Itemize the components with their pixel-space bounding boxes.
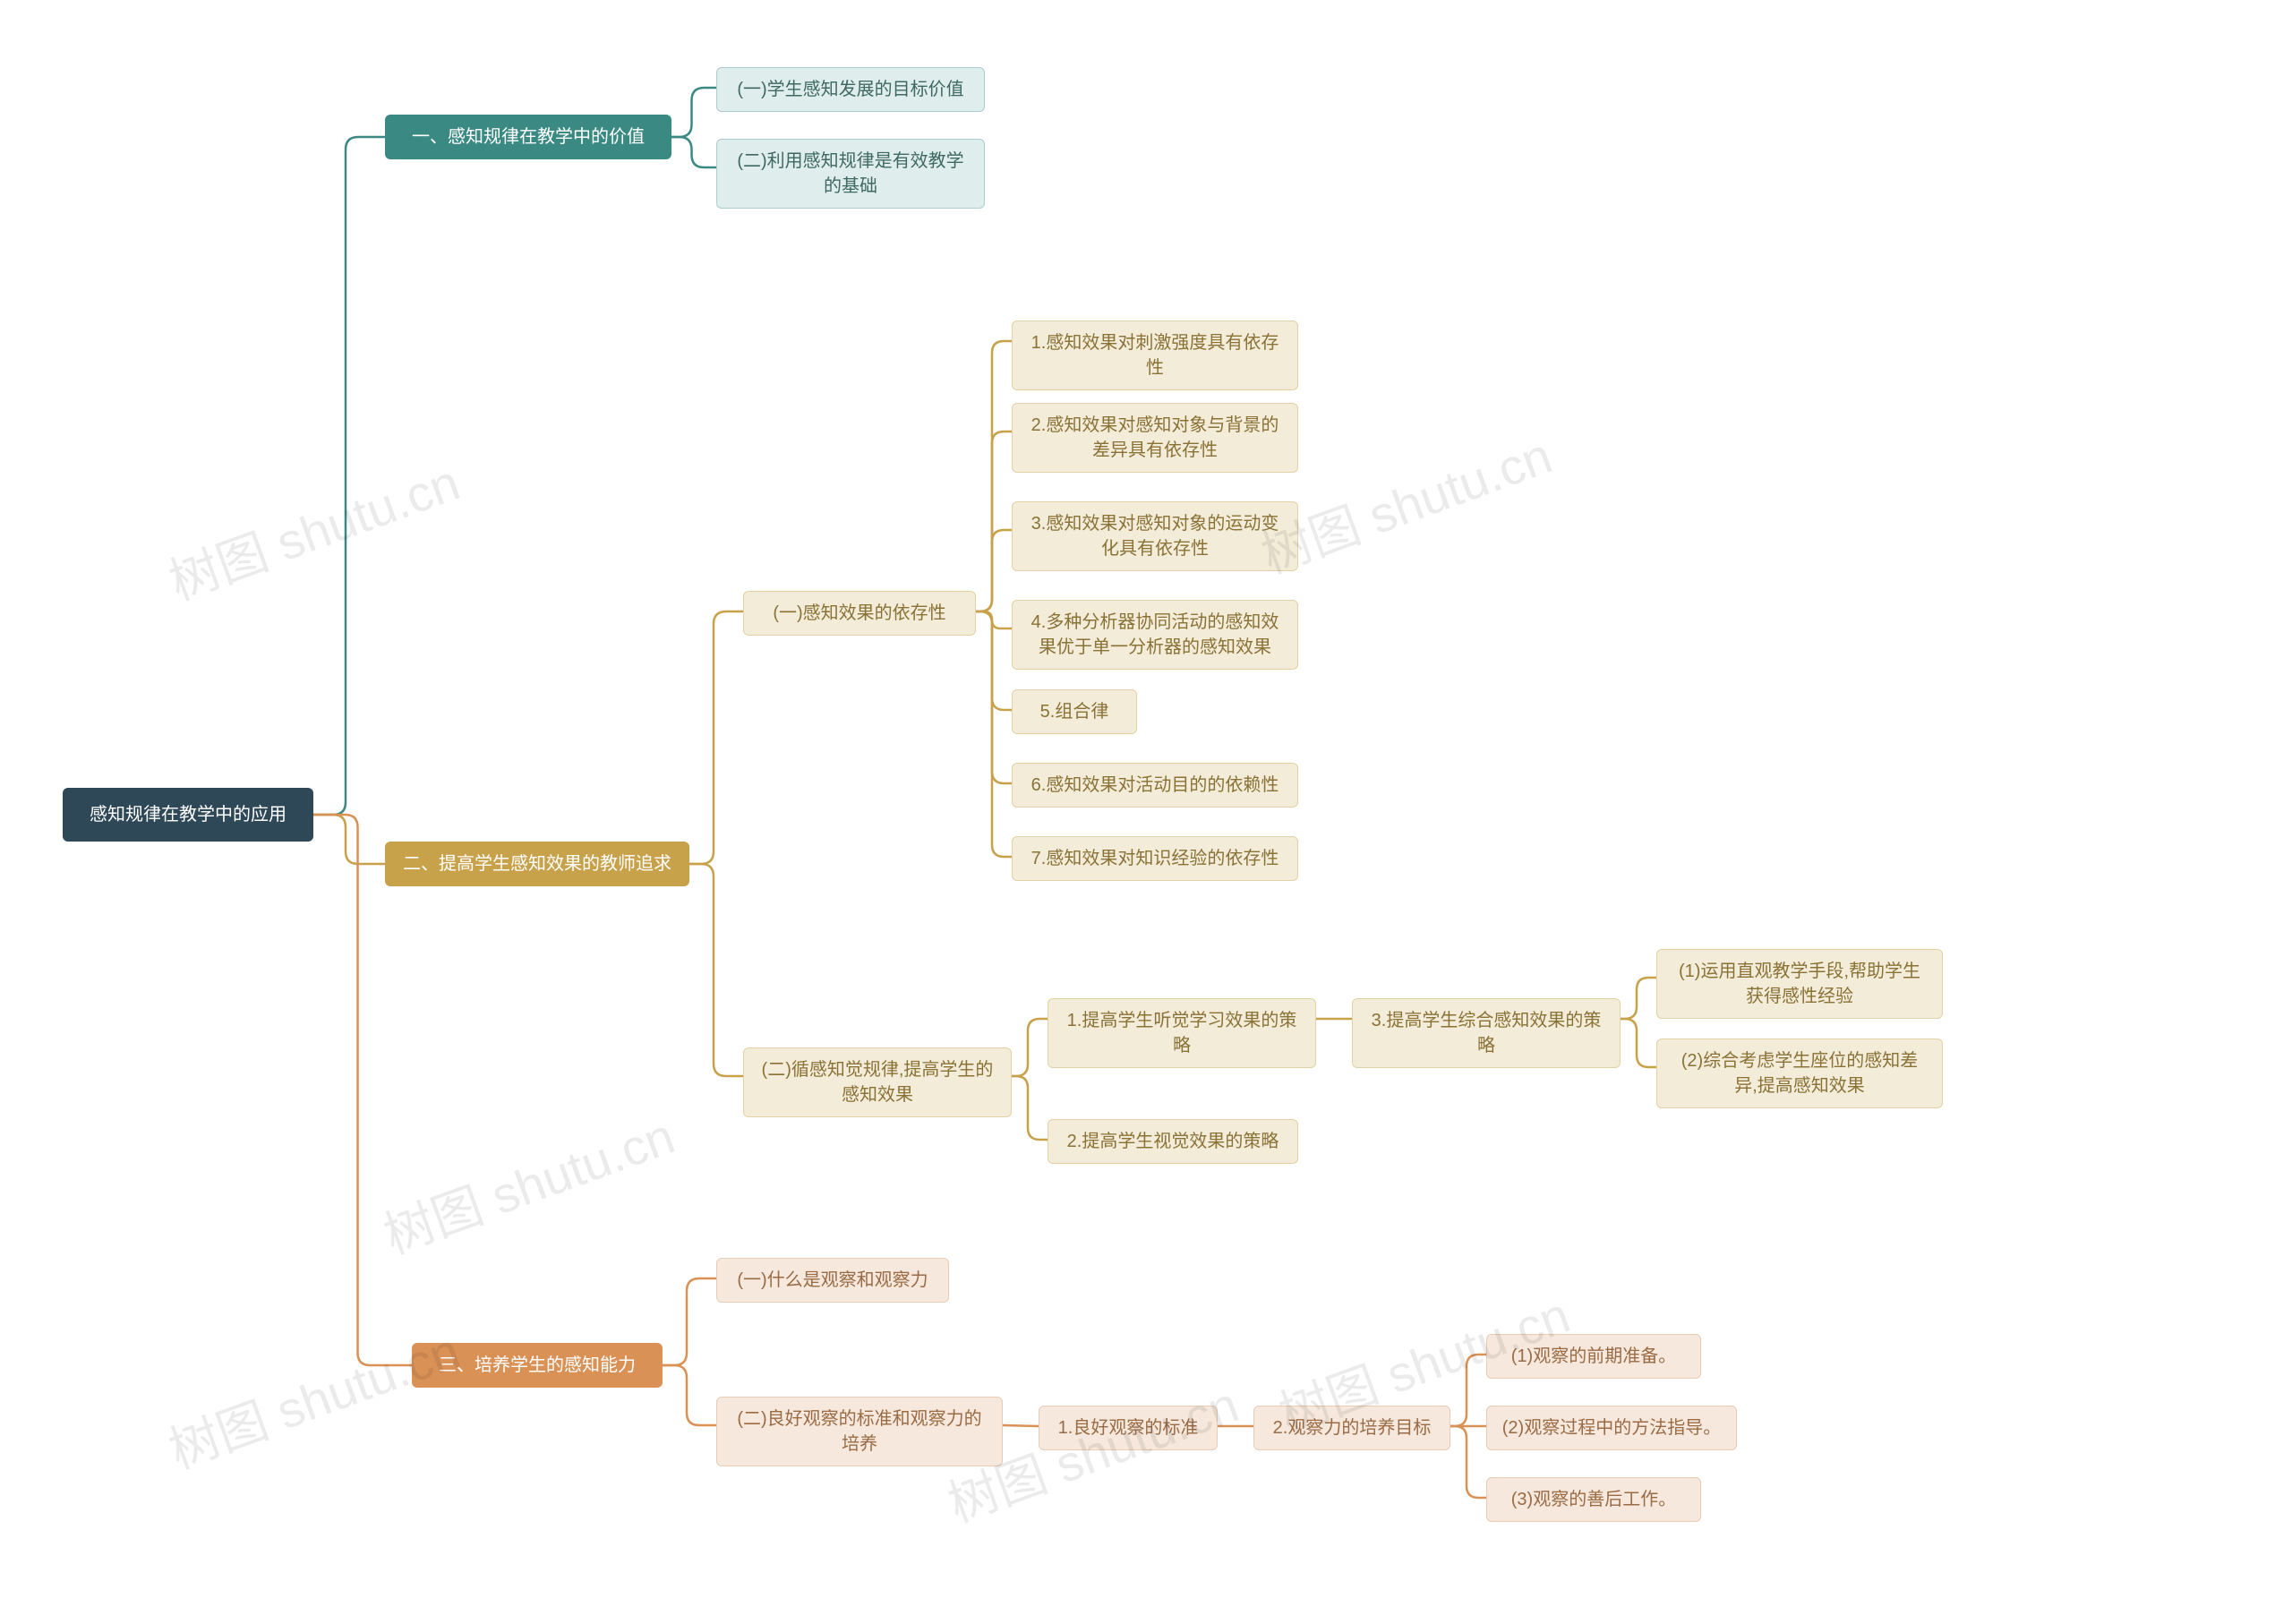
mindmap-node-n2_2[interactable]: (二)循感知觉规律,提高学生的感知效果 [743, 1047, 1012, 1117]
node-label: 7.感知效果对知识经验的依存性 [1031, 846, 1279, 871]
node-label: (一)感知效果的依存性 [773, 601, 945, 626]
node-label: (二)循感知觉规律,提高学生的感知效果 [758, 1057, 996, 1107]
node-label: 4.多种分析器协同活动的感知效果优于单一分析器的感知效果 [1027, 610, 1283, 660]
mindmap-node-n3_2_2c[interactable]: (3)观察的善后工作。 [1486, 1477, 1701, 1522]
mindmap-node-n2_1_6[interactable]: 6.感知效果对活动目的的依赖性 [1012, 763, 1298, 808]
node-label: 一、感知规律在教学中的价值 [412, 124, 645, 150]
mindmap-node-n2_2_1[interactable]: 1.提高学生听觉学习效果的策略 [1048, 998, 1316, 1068]
node-label: 3.提高学生综合感知效果的策略 [1367, 1008, 1605, 1058]
mindmap-node-n2_1_3[interactable]: 3.感知效果对感知对象的运动变化具有依存性 [1012, 501, 1298, 571]
node-label: 感知规律在教学中的应用 [90, 802, 286, 827]
node-label: (一)学生感知发展的目标价值 [737, 77, 963, 102]
connector [663, 1365, 716, 1425]
connector [1450, 1355, 1486, 1426]
mindmap-node-n3_2_1[interactable]: 1.良好观察的标准 [1039, 1406, 1218, 1450]
connector [1621, 978, 1656, 1019]
connector-layer [0, 0, 2292, 1624]
node-label: (1)观察的前期准备。 [1511, 1344, 1676, 1369]
node-label: 2.感知效果对感知对象与背景的差异具有依存性 [1027, 413, 1283, 463]
connector [976, 611, 1012, 710]
node-label: (二)利用感知规律是有效教学的基础 [731, 149, 970, 199]
connector [313, 815, 385, 864]
connector [976, 341, 1012, 611]
mindmap-node-n3_2_2a[interactable]: (1)观察的前期准备。 [1486, 1334, 1701, 1379]
connector [976, 432, 1012, 611]
connector [1450, 1426, 1486, 1498]
node-label: 5.组合律 [1040, 699, 1109, 724]
mindmap-node-n2_1_7[interactable]: 7.感知效果对知识经验的依存性 [1012, 836, 1298, 881]
node-label: 三、培养学生的感知能力 [439, 1353, 636, 1378]
mindmap-node-n2[interactable]: 二、提高学生感知效果的教师追求 [385, 842, 689, 886]
watermark-text: 树图 shutu.cn [1254, 427, 1559, 584]
node-label: 2.观察力的培养目标 [1273, 1415, 1432, 1440]
node-label: (一)什么是观察和观察力 [737, 1268, 928, 1293]
mindmap-node-n2_2_1a[interactable]: (1)运用直观教学手段,帮助学生获得感性经验 [1656, 949, 1943, 1019]
watermark: 树图 shutu.cn [158, 1311, 468, 1483]
mindmap-node-n1_2[interactable]: (二)利用感知规律是有效教学的基础 [716, 139, 985, 209]
watermark: 树图 shutu.cn [372, 1096, 683, 1268]
connector [689, 864, 743, 1076]
mindmap-node-n2_1_2[interactable]: 2.感知效果对感知对象与背景的差异具有依存性 [1012, 403, 1298, 473]
node-label: 3.感知效果对感知对象的运动变化具有依存性 [1027, 511, 1283, 561]
mindmap-node-n2_2_2[interactable]: 2.提高学生视觉效果的策略 [1048, 1119, 1298, 1164]
connector [976, 530, 1012, 611]
node-label: 2.提高学生视觉效果的策略 [1067, 1129, 1279, 1154]
node-label: 6.感知效果对活动目的的依赖性 [1031, 773, 1279, 798]
mindmap-node-n2_1_1[interactable]: 1.感知效果对刺激强度具有依存性 [1012, 321, 1298, 390]
node-label: (2)综合考虑学生座位的感知差异,提高感知效果 [1672, 1048, 1928, 1098]
mindmap-node-n3_2[interactable]: (二)良好观察的标准和观察力的培养 [716, 1397, 1003, 1466]
mindmap-node-n3_1[interactable]: (一)什么是观察和观察力 [716, 1258, 949, 1303]
watermark-text: 树图 shutu.cn [162, 454, 466, 611]
connector [976, 611, 1012, 783]
connector [976, 611, 1012, 628]
watermark-text: 树图 shutu.cn [377, 1107, 681, 1264]
mindmap-node-n2_1_5[interactable]: 5.组合律 [1012, 689, 1137, 734]
connector [671, 137, 716, 167]
connector [1012, 1076, 1048, 1140]
node-label: 1.提高学生听觉学习效果的策略 [1063, 1008, 1301, 1058]
node-label: 1.感知效果对刺激强度具有依存性 [1027, 330, 1283, 380]
mindmap-node-n2_2_1x[interactable]: 3.提高学生综合感知效果的策略 [1352, 998, 1621, 1068]
mindmap-node-n3[interactable]: 三、培养学生的感知能力 [412, 1343, 663, 1388]
connector [976, 611, 1012, 857]
watermark: 树图 shutu.cn [158, 442, 468, 614]
node-label: (1)运用直观教学手段,帮助学生获得感性经验 [1672, 959, 1928, 1009]
connector [313, 137, 385, 815]
node-label: (3)观察的善后工作。 [1511, 1487, 1676, 1512]
mindmap-node-n1[interactable]: 一、感知规律在教学中的价值 [385, 115, 671, 159]
mindmap-node-n2_1[interactable]: (一)感知效果的依存性 [743, 591, 976, 636]
mindmap-node-n2_1_4[interactable]: 4.多种分析器协同活动的感知效果优于单一分析器的感知效果 [1012, 600, 1298, 670]
node-label: 1.良好观察的标准 [1058, 1415, 1199, 1440]
node-label: 二、提高学生感知效果的教师追求 [403, 851, 671, 876]
connector [689, 611, 743, 864]
connector [663, 1278, 716, 1365]
connector [671, 88, 716, 137]
node-label: (二)良好观察的标准和观察力的培养 [731, 1406, 988, 1457]
mindmap-node-root[interactable]: 感知规律在教学中的应用 [63, 788, 313, 842]
connector [1621, 1019, 1656, 1067]
connector [1003, 1425, 1039, 1426]
connector [1012, 1019, 1048, 1076]
node-label: (2)观察过程中的方法指导。 [1502, 1415, 1721, 1440]
mindmap-node-n2_2_1b[interactable]: (2)综合考虑学生座位的感知差异,提高感知效果 [1656, 1039, 1943, 1108]
mindmap-node-n3_2_2[interactable]: 2.观察力的培养目标 [1253, 1406, 1450, 1450]
mindmap-node-n1_1[interactable]: (一)学生感知发展的目标价值 [716, 67, 985, 112]
mindmap-node-n3_2_2b[interactable]: (2)观察过程中的方法指导。 [1486, 1406, 1737, 1450]
connector [313, 815, 412, 1365]
